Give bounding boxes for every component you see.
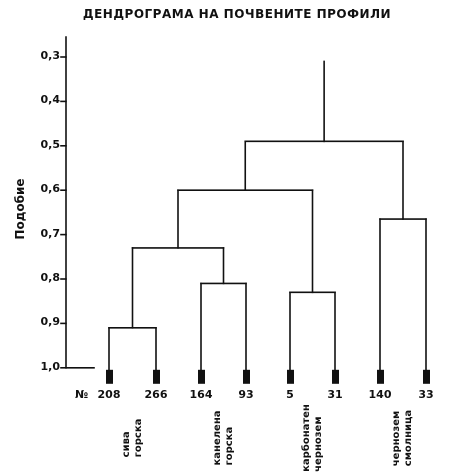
sample-number-label: 266	[144, 388, 168, 401]
leaf-marker	[243, 369, 250, 384]
y-axis-tick-label: 0,8	[40, 271, 61, 284]
y-axis-tick-label: 0,4	[40, 93, 61, 107]
sample-number-label: 93	[238, 388, 254, 401]
page-title: ДЕНДРОГРАМА НА ПОЧВЕНИТЕ ПРОФИЛИ	[82, 7, 392, 21]
leaf-marker	[423, 369, 430, 384]
y-axis-tick-label: 1,0	[40, 359, 61, 373]
y-axis-tick-label: 0,5	[40, 137, 61, 151]
sample-number-label: 208	[97, 388, 121, 401]
y-axis-tick-label: 0,6	[40, 182, 61, 196]
sample-number-label: 31	[327, 388, 343, 401]
sample-number-label: 164	[189, 388, 213, 401]
y-axis-tick-label: 0,7	[40, 226, 61, 240]
leaf-marker	[332, 369, 339, 384]
sample-number-label: 33	[418, 388, 434, 401]
leaf-marker	[198, 369, 205, 384]
sample-number-label: 5	[286, 388, 294, 401]
number-prefix-label: №	[75, 388, 89, 401]
sample-number-label: 140	[368, 388, 392, 401]
y-axis-tick-label: 0,3	[40, 49, 61, 62]
leaf-marker	[377, 369, 384, 384]
leaf-marker	[106, 369, 113, 384]
y-axis-tick-label: 0,9	[40, 315, 61, 329]
leaf-marker	[153, 369, 160, 384]
leaf-marker	[287, 369, 294, 384]
